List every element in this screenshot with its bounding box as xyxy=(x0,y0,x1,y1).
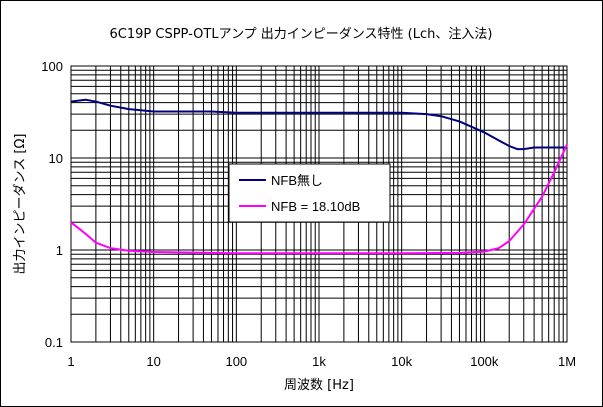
tick-labels: 1 10 100 1k 10k 100k 1M 0.1 1 10 100 xyxy=(41,59,576,369)
x-tick-label: 1M xyxy=(558,354,576,369)
x-tick-label: 1k xyxy=(312,354,326,369)
legend-box xyxy=(228,163,391,223)
y-tick-label: 10 xyxy=(49,151,63,166)
legend-label-nfb-on: NFB = 18.10dB xyxy=(271,199,360,214)
y-tick-label: 0.1 xyxy=(45,335,63,350)
x-tick-label: 100 xyxy=(225,354,247,369)
y-tick-label: 1 xyxy=(56,243,63,258)
legend: NFB無し NFB = 18.10dB xyxy=(228,163,391,223)
series-line-0 xyxy=(70,98,567,151)
chart-title: 6C19P CSPP-OTLアンプ 出力インピーダンス特性 (Lch、注入法) xyxy=(110,27,493,42)
series-line-1 xyxy=(70,144,568,255)
x-tick-label: 10k xyxy=(391,354,412,369)
x-tick-label: 1 xyxy=(67,354,74,369)
series-layer xyxy=(70,98,568,255)
y-axis-label: 出力インピーダンス [Ω] xyxy=(13,134,28,275)
x-axis-label: 周波数 [Hz] xyxy=(284,378,354,393)
x-tick-label: 100k xyxy=(470,354,499,369)
legend-label-nfb-off: NFB無し xyxy=(271,173,323,188)
x-tick-label: 10 xyxy=(146,354,160,369)
y-tick-label: 100 xyxy=(41,59,63,74)
